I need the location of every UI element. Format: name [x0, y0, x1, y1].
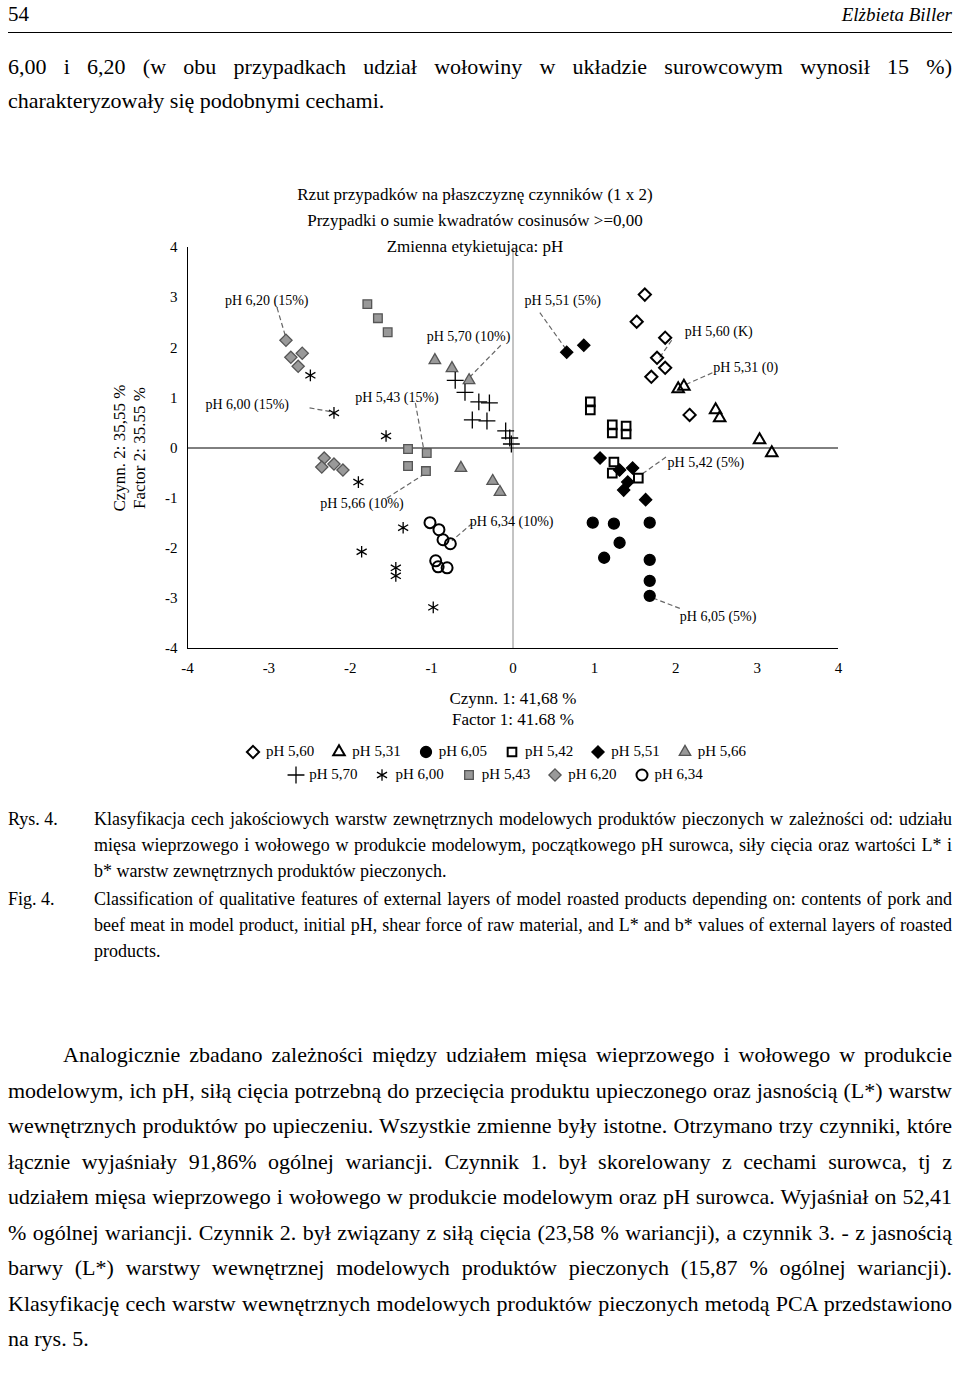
svg-text:pH 5,66 (10%): pH 5,66 (10%) — [320, 496, 404, 512]
html-text:pH 6,00: pH 6,00 — [395, 766, 444, 782]
svg-text:pH 6,34 (10%): pH 6,34 (10%) — [470, 514, 554, 530]
html-text:pH 5,60: pH 5,60 — [266, 743, 315, 759]
svg-text:-3: -3 — [263, 660, 276, 676]
html-text:Classification of qualitative: Classification of qualitative features o… — [94, 889, 952, 961]
html-text:pH 5,70: pH 5,70 — [309, 766, 358, 782]
html-text:Rys. 4.: Rys. 4. — [8, 809, 58, 829]
html-text:Przypadki o sumie kwadratów co: Przypadki o sumie kwadratów cosinusów >=… — [307, 211, 643, 230]
html-text:Analogicznie zbadano zależnośc: Analogicznie zbadano zależności między u… — [8, 1042, 952, 1351]
html-text:54: 54 — [8, 2, 29, 26]
svg-text:1: 1 — [591, 660, 599, 676]
svg-text:pH 5,43 (15%): pH 5,43 (15%) — [355, 390, 439, 406]
svg-text:2: 2 — [672, 660, 680, 676]
html-text:Elżbieta Biller: Elżbieta Biller — [841, 4, 952, 25]
html-text:Factor 1: 41.68 %: Factor 1: 41.68 % — [452, 710, 574, 729]
html-text:Czynn. 2: 35,55 %: Czynn. 2: 35,55 % — [110, 384, 129, 512]
html-text:pH 6,34: pH 6,34 — [654, 766, 703, 782]
svg-text:3: 3 — [753, 660, 761, 676]
svg-text:2: 2 — [170, 340, 178, 356]
html-text:pH 6,20: pH 6,20 — [568, 766, 617, 782]
html-text:Fig. 4.: Fig. 4. — [8, 889, 55, 909]
svg-text:pH 6,05 (5%): pH 6,05 (5%) — [680, 609, 757, 625]
svg-text:pH 6,20 (15%): pH 6,20 (15%) — [225, 293, 309, 309]
svg-text:0: 0 — [509, 660, 517, 676]
html-text:Rzut przypadków na płaszczyznę: Rzut przypadków na płaszczyznę czynników… — [297, 185, 653, 204]
html-text:6,00 i 6,20 (w obu przypadkach: 6,00 i 6,20 (w obu przypadkach udział wo… — [8, 54, 952, 113]
svg-text:pH 5,51 (5%): pH 5,51 (5%) — [524, 293, 601, 309]
svg-text:pH 5,60 (K): pH 5,60 (K) — [685, 324, 753, 340]
svg-text:-1: -1 — [425, 660, 438, 676]
svg-text:-1: -1 — [165, 490, 178, 506]
html-text:Klasyfikacja cech jakościowych: Klasyfikacja cech jakościowych warstw ze… — [94, 809, 952, 881]
svg-text:-2: -2 — [344, 660, 357, 676]
html-text:pH 6,05: pH 6,05 — [438, 743, 487, 759]
html-text:Zmienna etykietująca: pH: Zmienna etykietująca: pH — [386, 237, 564, 256]
html-text:pH 5,43: pH 5,43 — [481, 766, 531, 782]
html-text:Czynn. 1: 41,68 %: Czynn. 1: 41,68 % — [449, 689, 577, 708]
svg-text:3: 3 — [170, 289, 178, 305]
svg-text:pH 6,00 (15%): pH 6,00 (15%) — [205, 397, 289, 413]
svg-text:pH 5,42 (5%): pH 5,42 (5%) — [668, 455, 745, 471]
html-text:pH 5,66: pH 5,66 — [697, 743, 746, 759]
html-text:Factor 2: 35.55 %: Factor 2: 35.55 % — [130, 387, 149, 509]
svg-text:-2: -2 — [165, 540, 178, 556]
html-text:pH 5,31: pH 5,31 — [352, 743, 401, 759]
html-text:pH 5,42: pH 5,42 — [525, 743, 574, 759]
svg-text:-3: -3 — [165, 590, 178, 606]
svg-text:-4: -4 — [165, 640, 178, 656]
html-text:pH 5,51: pH 5,51 — [611, 743, 660, 759]
svg-text:4: 4 — [835, 660, 843, 676]
svg-text:-4: -4 — [181, 660, 194, 676]
svg-text:0: 0 — [170, 440, 178, 456]
svg-text:1: 1 — [170, 390, 178, 406]
svg-text:4: 4 — [170, 239, 178, 255]
svg-text:pH 5,31 (0): pH 5,31 (0) — [713, 360, 778, 376]
svg-text:pH 5,70 (10%): pH 5,70 (10%) — [427, 329, 511, 345]
